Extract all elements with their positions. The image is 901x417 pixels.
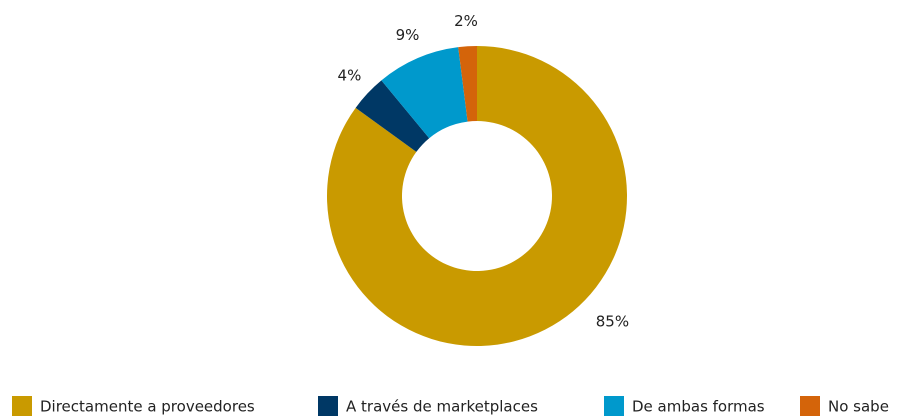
legend-swatch [800, 396, 820, 416]
data-label: 85% [596, 313, 629, 331]
donut-slice [458, 46, 477, 122]
data-label: 2% [454, 12, 478, 30]
legend-label: De ambas formas [632, 398, 765, 416]
donut-slice [327, 46, 628, 346]
legend-swatch [12, 396, 32, 416]
legend-label: Directamente a proveedores [40, 398, 255, 416]
donut-slice [381, 47, 468, 139]
legend-swatch [604, 396, 624, 416]
donut-slice [355, 80, 430, 152]
legend-label: No sabe [828, 398, 889, 416]
data-label: 4% [338, 67, 362, 85]
legend-label: A través de marketplaces [346, 398, 538, 416]
legend-swatch [318, 396, 338, 416]
data-label: 9% [396, 26, 420, 44]
